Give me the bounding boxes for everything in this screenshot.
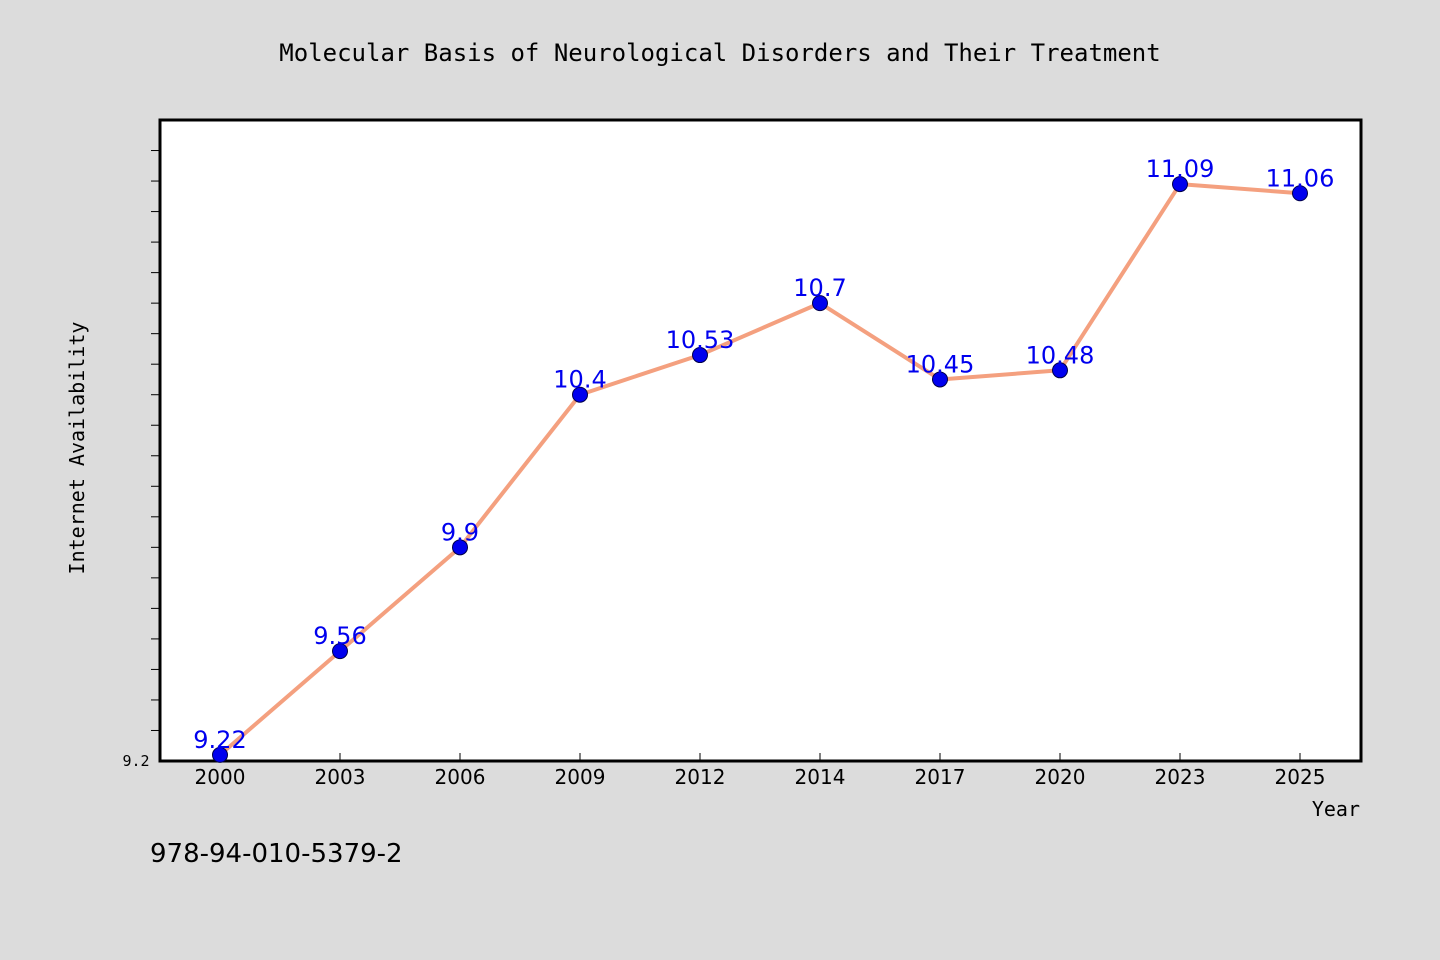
- data-label: 11.06: [1266, 164, 1335, 192]
- y-tick-label: 9.2: [122, 752, 149, 770]
- marker-group: [212, 176, 1308, 763]
- x-tick-label: 2025: [1275, 765, 1326, 789]
- data-label: 10.4: [553, 366, 606, 394]
- x-tick-label: 2000: [195, 765, 246, 789]
- series-group: [218, 182, 1301, 757]
- data-label-group: 9.22 9.56 9.9 10.4 10.53 10.7 10.45 10.48 11.09 1…: [193, 155, 1334, 754]
- data-label: 9.9: [441, 518, 479, 546]
- x-tick-label: 2009: [555, 765, 606, 789]
- x-tick-label: 2012: [675, 765, 726, 789]
- data-point: [932, 371, 948, 388]
- data-point: [572, 386, 588, 403]
- data-label: 11.09: [1146, 155, 1215, 183]
- data-point: [812, 295, 828, 312]
- plot-area: [158, 118, 1363, 763]
- data-point: [212, 746, 228, 763]
- data-point: [692, 347, 708, 364]
- y-axis-title: Internet Availability: [65, 322, 89, 575]
- x-tick-label: 2006: [435, 765, 486, 789]
- data-point: [1052, 362, 1068, 379]
- data-point: [332, 643, 348, 660]
- isbn-text: 978-94-010-5379-2: [150, 839, 403, 869]
- data-point: [1292, 185, 1308, 202]
- data-label: 10.53: [666, 326, 735, 354]
- data-point: [452, 539, 468, 556]
- x-axis-tick-labels: 2000 2003 2006 2009 2012 2014 2017 2020 2023 2025: [195, 765, 1326, 789]
- x-tick-label: 2017: [915, 765, 966, 789]
- x-axis-title: Year: [1312, 797, 1360, 821]
- data-point: [1172, 176, 1188, 193]
- data-label: 9.56: [313, 622, 366, 650]
- chart-title: Molecular Basis of Neurological Disorder…: [279, 39, 1160, 67]
- x-tick-label: 2014: [795, 765, 846, 789]
- x-tick-label: 2020: [1035, 765, 1086, 789]
- x-tick-label: 2003: [315, 765, 366, 789]
- series-line: [218, 182, 1301, 757]
- data-label: 10.7: [793, 274, 846, 302]
- data-label: 9.22: [193, 726, 246, 754]
- x-tick-label: 2023: [1155, 765, 1206, 789]
- y-axis-ticks: [151, 150, 160, 731]
- data-label: 10.48: [1026, 341, 1095, 369]
- data-label: 10.45: [906, 350, 975, 378]
